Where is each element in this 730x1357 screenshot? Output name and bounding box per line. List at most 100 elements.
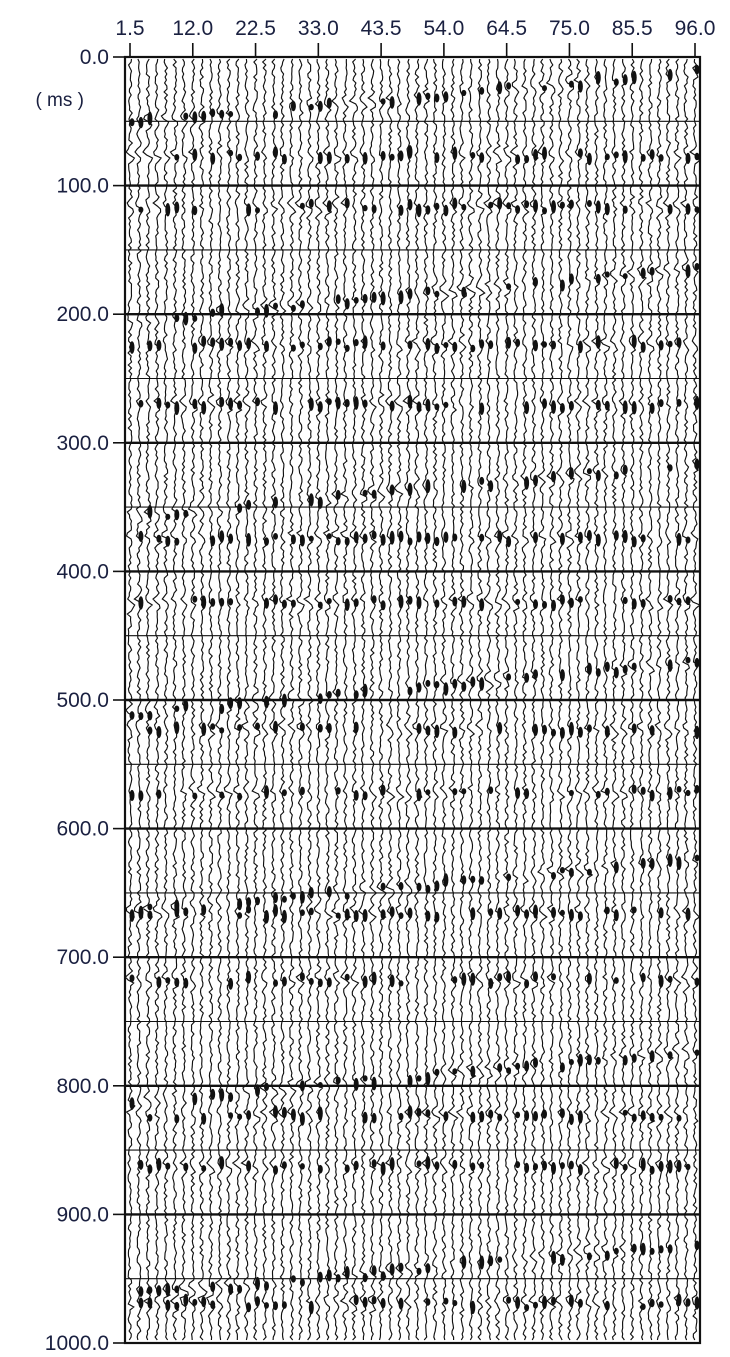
trace-peak: [425, 338, 431, 351]
seismic-trace: [303, 58, 314, 1341]
trace-peak: [371, 291, 377, 303]
trace-peak: [604, 202, 610, 216]
trace-peak: [479, 1255, 485, 1270]
trace-peak: [470, 1065, 476, 1078]
trace-peak: [551, 200, 556, 214]
trace-peak: [631, 536, 637, 548]
trace-peak: [201, 1296, 207, 1308]
trace-peak: [255, 307, 260, 317]
trace-peak: [281, 153, 287, 165]
trace-peak: [290, 599, 296, 608]
trace-peak: [542, 724, 547, 735]
trace-peak: [201, 722, 207, 736]
seismic-trace: [455, 58, 467, 1341]
trace-peak: [201, 904, 207, 916]
trace-peak: [658, 907, 664, 919]
trace-peak: [452, 1159, 458, 1170]
trace-peak: [551, 340, 556, 350]
trace-peak: [470, 972, 476, 986]
trace-peak: [542, 341, 547, 348]
trace-peak: [138, 905, 144, 920]
x-axis: 1.5 12.0 22.5 33.0 43.5 54.0 64.5 75.0 85.5 96.0: [115, 17, 715, 57]
trace-peak: [219, 727, 225, 734]
trace-peak: [228, 977, 234, 990]
trace-peak: [281, 895, 287, 903]
trace-peak: [237, 898, 243, 911]
x-tick-label: 54.0: [423, 17, 464, 40]
trace-peak: [380, 150, 386, 161]
trace-peak: [228, 1092, 234, 1103]
trace-peak: [138, 712, 144, 721]
trace-peak: [497, 1113, 503, 1122]
x-tick-label: 96.0: [675, 17, 716, 40]
trace-peak: [577, 531, 583, 543]
seismic-trace: [501, 58, 512, 1341]
trace-peak: [515, 787, 521, 799]
trace-peak: [228, 337, 234, 347]
trace-peak: [559, 403, 565, 414]
trace-peak: [694, 1296, 700, 1310]
trace-peak: [147, 1114, 153, 1122]
y-tick-label: 800.0: [56, 1075, 109, 1098]
trace-peak: [335, 1076, 341, 1085]
trace-peak: [559, 669, 565, 682]
trace-peak: [156, 339, 162, 351]
trace-peak: [622, 400, 628, 415]
trace-peak: [479, 1161, 485, 1170]
trace-peak: [613, 861, 619, 874]
trace-peak: [425, 910, 431, 922]
seismic-traces: [124, 58, 702, 1341]
trace-peak: [685, 203, 691, 215]
trace-peak: [524, 1110, 530, 1122]
trace-peak: [559, 1162, 565, 1170]
trace-peak: [299, 534, 305, 547]
trace-peak: [586, 152, 592, 166]
trace-peak: [568, 1160, 574, 1170]
trace-peak: [425, 884, 431, 894]
seismic-trace: [519, 58, 530, 1341]
trace-peak: [416, 682, 422, 693]
trace-peak: [640, 1110, 646, 1121]
trace-peak: [559, 909, 565, 917]
trace-peak: [595, 273, 601, 284]
trace-peak: [344, 908, 350, 921]
trace-peak: [479, 1110, 485, 1123]
trace-peak: [694, 977, 700, 987]
trace-peak: [676, 856, 682, 870]
y-tick-label: 500.0: [56, 689, 109, 712]
trace-peak: [452, 1068, 458, 1075]
trace-peak: [658, 399, 664, 408]
trace-peak: [416, 401, 422, 413]
trace-peak: [362, 152, 368, 165]
trace-peak: [156, 397, 162, 410]
seismic-trace: [563, 58, 575, 1341]
trace-peak: [398, 882, 404, 891]
trace-peak: [425, 92, 431, 101]
trace-peak: [201, 110, 207, 122]
trace-peak: [461, 479, 467, 494]
trace-peak: [362, 683, 368, 698]
trace-peak: [434, 403, 440, 411]
trace-peak: [667, 1244, 673, 1254]
trace-peak: [246, 905, 252, 914]
trace-peak: [407, 595, 413, 605]
trace-peak: [479, 87, 485, 95]
trace-peak: [273, 1165, 278, 1175]
trace-peak: [273, 401, 278, 415]
trace-peak: [658, 1113, 664, 1121]
trace-peak: [264, 340, 269, 352]
trace-peak: [183, 1162, 189, 1172]
trace-peak: [281, 1106, 287, 1119]
y-tick-label: 0.0: [80, 46, 109, 69]
trace-peak: [425, 1072, 431, 1086]
trace-peak: [353, 910, 359, 922]
trace-peak: [326, 977, 332, 988]
trace-peak: [165, 203, 171, 217]
trace-peak: [174, 705, 180, 712]
trace-peak: [461, 1255, 467, 1269]
trace-peak: [371, 1296, 377, 1305]
seismic-trace: [330, 58, 342, 1341]
trace-peak: [210, 152, 216, 165]
trace-peak: [506, 673, 512, 681]
trace-peak: [658, 154, 664, 162]
